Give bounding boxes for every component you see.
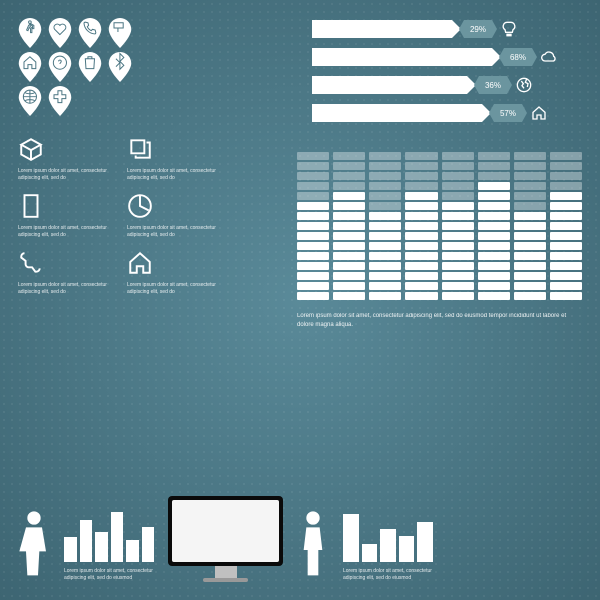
pie-icon: [127, 192, 218, 220]
pin-phone-icon: [78, 18, 102, 48]
icon-grid: Lorem ipsum dolor sit amet, consectetur …: [18, 135, 218, 296]
bar: [343, 514, 359, 562]
monitor-icon: [168, 496, 283, 582]
bar: [399, 536, 415, 562]
female-icon: [18, 510, 50, 582]
pin-question-icon: [48, 52, 72, 82]
bulb-icon: [500, 21, 518, 37]
tablet-icon: [18, 192, 109, 220]
handset-icon: [18, 249, 109, 277]
bottom-section: Lorem ipsum dolor sit amet, consectetur …: [18, 496, 582, 582]
house2-icon: [127, 249, 218, 277]
equalizer-chart: Lorem ipsum dolor sit amet, consectetur …: [297, 150, 582, 330]
cloud-icon: [540, 49, 558, 65]
pin-bluetooth-icon: [108, 52, 132, 82]
box-icon: [18, 135, 109, 163]
male-chart: Lorem ipsum dolor sit amet, consectetur …: [343, 507, 433, 582]
arrow-pct: 68%: [504, 48, 532, 66]
bar: [80, 520, 93, 562]
female-chart: Lorem ipsum dolor sit amet, consectetur …: [64, 507, 154, 582]
arrow-bars: 29% 68% 36% 57%: [312, 18, 582, 130]
house-icon: [530, 105, 548, 121]
pin-heart-icon: [48, 18, 72, 48]
pin-globe-icon: [18, 86, 42, 116]
eq-column: [405, 152, 437, 300]
pin-trash-icon: [78, 52, 102, 82]
bar: [95, 532, 108, 562]
bar: [64, 537, 77, 562]
eq-column: [550, 152, 582, 300]
bar: [380, 529, 396, 562]
bar: [142, 527, 155, 562]
male-icon: [297, 510, 329, 582]
pin-walker-icon: [18, 18, 42, 48]
eq-column: [333, 152, 365, 300]
earth-icon: [515, 77, 533, 93]
pc-icon: [127, 135, 218, 163]
bar: [417, 522, 433, 562]
eq-column: [442, 152, 474, 300]
eq-column: [369, 152, 401, 300]
bar: [111, 512, 124, 562]
eq-column: [478, 152, 510, 300]
arrow-pct: 57%: [494, 104, 522, 122]
pin-home-icon: [18, 52, 42, 82]
pin-sign-icon: [108, 18, 132, 48]
eq-column: [514, 152, 546, 300]
bar: [126, 540, 139, 562]
eq-column: [297, 152, 329, 300]
equalizer-caption: Lorem ipsum dolor sit amet, consectetur …: [297, 312, 582, 330]
arrow-pct: 36%: [479, 76, 507, 94]
arrow-pct: 29%: [464, 20, 492, 38]
bar: [362, 544, 378, 562]
pin-medical-icon: [48, 86, 72, 116]
